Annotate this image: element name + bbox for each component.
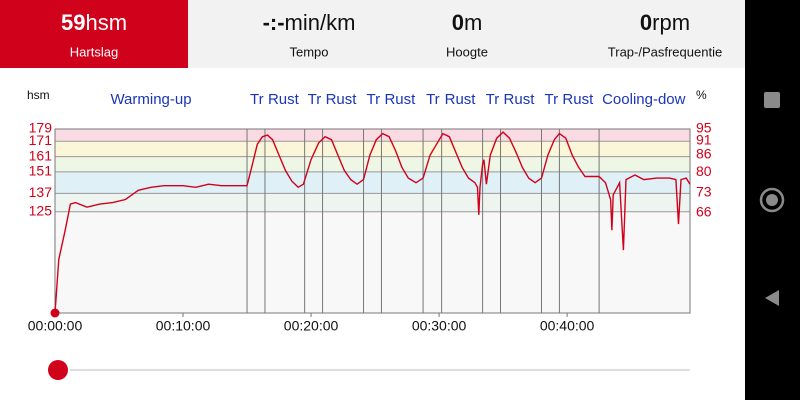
stat-value: 0m — [452, 10, 483, 35]
hr-line — [54, 131, 691, 314]
y-axis-label: hsm — [27, 88, 50, 102]
x-tick-label: 00:40:00 — [540, 318, 595, 334]
y-tick-label: 151 — [29, 163, 53, 179]
hr-zone — [55, 211, 690, 313]
stat-unit: m — [464, 10, 482, 35]
hr-zone — [55, 129, 690, 142]
nav-home[interactable] — [759, 187, 785, 213]
segment-label: Tr — [486, 91, 500, 108]
x-tick-label: 00:20:00 — [284, 318, 339, 334]
y2-tick-label: 66 — [696, 203, 712, 219]
nav-home-dot — [766, 194, 778, 206]
y2-tick-label: 73 — [696, 183, 712, 199]
nav-back[interactable] — [765, 290, 779, 306]
y2-axis-label: % — [696, 88, 707, 102]
segment-label: Cooling-dow — [602, 91, 686, 108]
y-tick-label: 179 — [29, 120, 53, 136]
stat-number: 59 — [61, 10, 85, 35]
segment-label: Rust — [326, 91, 358, 108]
x-tick-label: 00:10:00 — [156, 318, 211, 334]
segment-label: Tr — [367, 91, 381, 108]
segment-label: Rust — [445, 91, 477, 108]
hr-zone — [55, 156, 690, 172]
plot-frame — [54, 128, 691, 314]
hr-zone — [55, 193, 690, 212]
segment-label: Rust — [504, 91, 536, 108]
segment-label: Tr — [426, 91, 440, 108]
y2-tick-label: 95 — [696, 120, 712, 136]
stat-value: -:-min/km — [263, 10, 356, 35]
stat-number: -:- — [263, 10, 285, 35]
active-stat[interactable] — [0, 0, 188, 68]
y-tick-label: 125 — [29, 203, 53, 219]
stat-unit: hsm — [85, 10, 127, 35]
segment-label: Rust — [562, 91, 594, 108]
stat-label: Hoogte — [446, 44, 488, 59]
y2-tick-label: 80 — [696, 163, 712, 179]
slider-thumb[interactable] — [48, 360, 68, 380]
stat-unit: rpm — [652, 10, 690, 35]
y-tick-label: 137 — [29, 184, 53, 200]
x-tick-label: 00:00:00 — [28, 318, 83, 334]
segment-label: Tr — [308, 91, 322, 108]
stat-label: Hartslag — [70, 44, 118, 59]
stat-unit: min/km — [285, 10, 356, 35]
y2-tick-label: 86 — [696, 146, 712, 162]
segment-label: Rust — [268, 91, 300, 108]
hr-zone — [55, 171, 690, 194]
x-tick-label: 00:30:00 — [412, 318, 467, 334]
y-tick-label: 161 — [29, 147, 53, 163]
stat-label: Trap-/Pasfrequentie — [608, 44, 722, 59]
start-marker — [50, 308, 60, 318]
stat-value: 0rpm — [640, 10, 690, 35]
y2-tick-label: 91 — [696, 131, 712, 147]
segment-label: Rust — [384, 91, 416, 108]
nav-recents[interactable] — [764, 92, 780, 108]
segment-label: Tr — [250, 91, 264, 108]
stat-number: 0 — [640, 10, 652, 35]
stat-value: 59hsm — [61, 10, 127, 35]
segment-label: Tr — [544, 91, 558, 108]
stat-label: Tempo — [289, 44, 328, 59]
y-tick-label: 171 — [29, 132, 53, 148]
stat-number: 0 — [452, 10, 464, 35]
segment-label: Warming-up — [110, 91, 191, 108]
